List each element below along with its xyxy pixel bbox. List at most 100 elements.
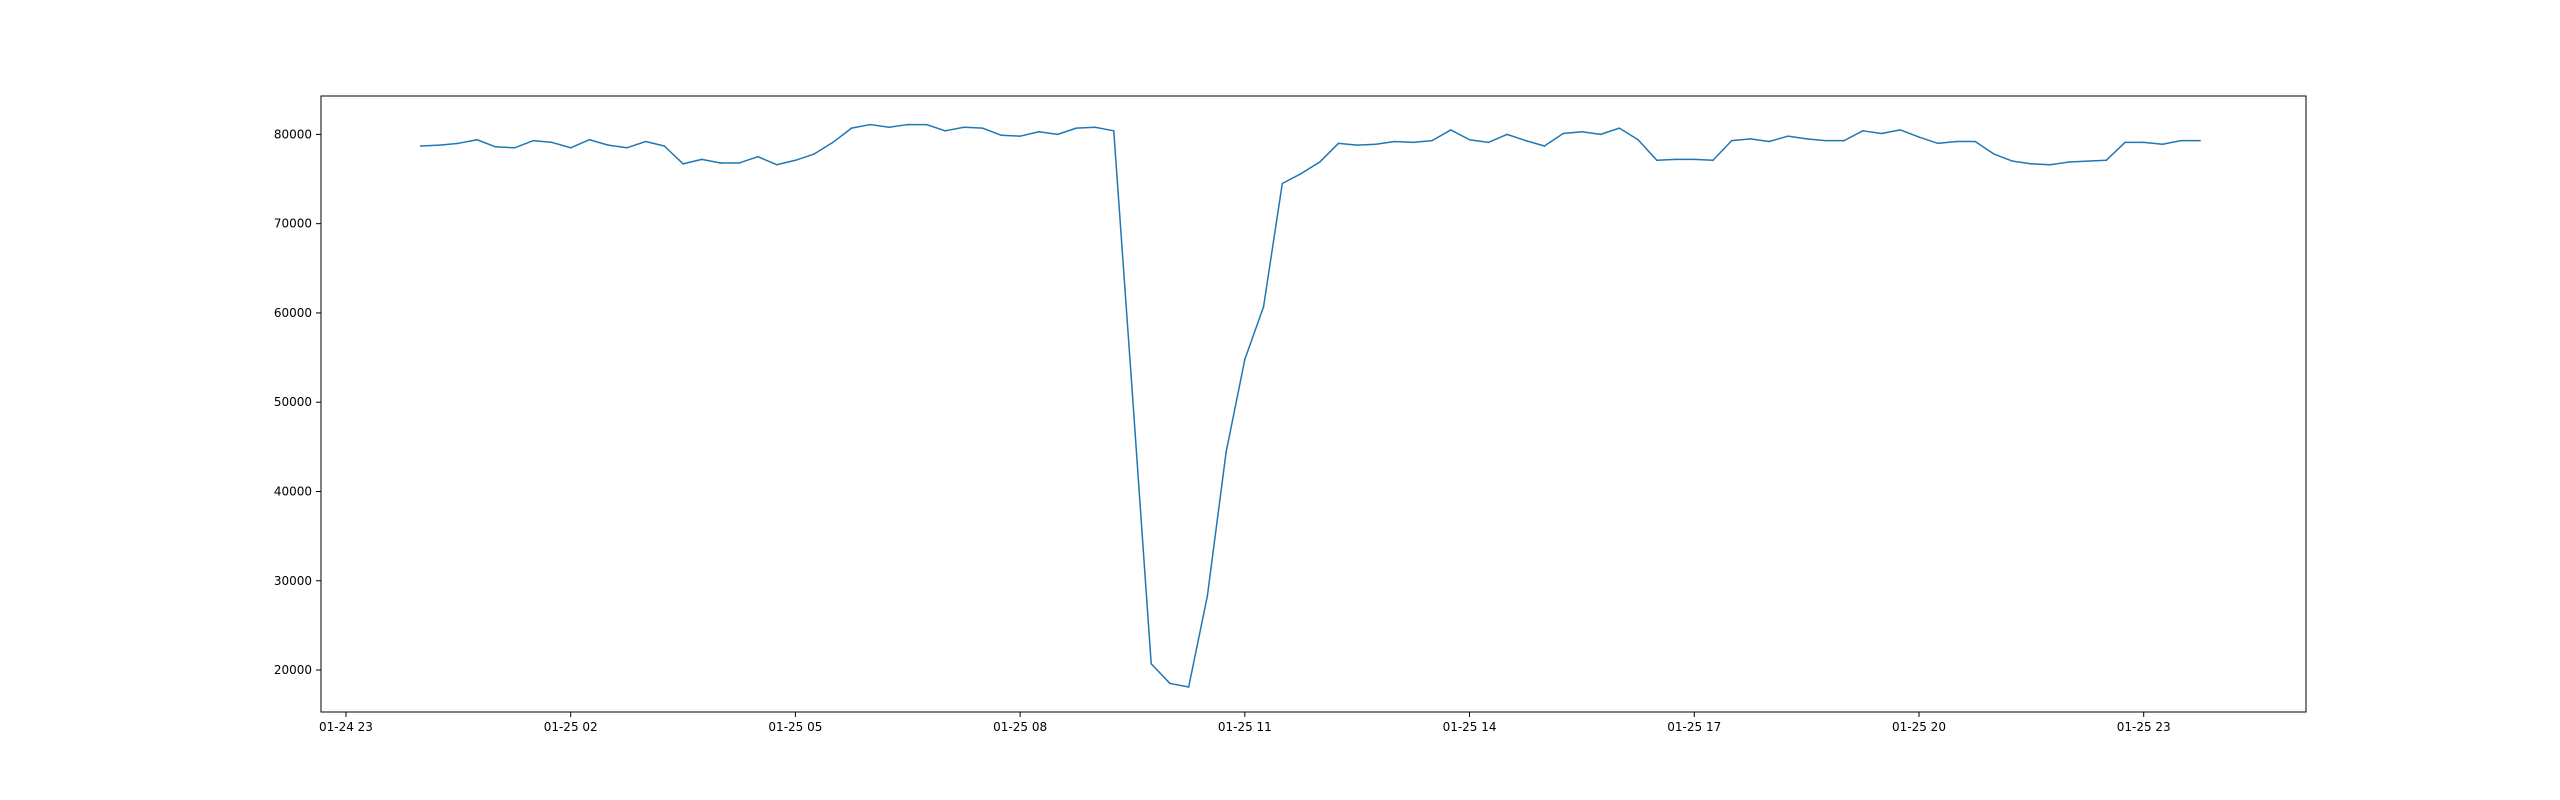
data-point — [1656, 159, 1658, 162]
data-point — [1993, 153, 1995, 155]
data-point — [1787, 135, 1789, 137]
x-tick-label: 01-25 14 — [1443, 720, 1497, 734]
data-point — [1693, 158, 1696, 161]
x-tick-label: 01-25 08 — [993, 720, 1047, 734]
data-point — [832, 141, 834, 144]
y-axis: 20000 30000 40000 50000 60000 70000 80000 — [274, 127, 321, 677]
data-point — [682, 163, 684, 165]
data-point — [551, 141, 553, 144]
data-point — [813, 153, 815, 155]
data-point — [2049, 163, 2051, 166]
data-point — [850, 127, 853, 129]
data-point — [1899, 129, 1902, 131]
y-tick-label: 30000 — [274, 574, 312, 588]
data-point — [1112, 130, 1115, 132]
data-point — [1637, 138, 1639, 141]
data-point — [1599, 133, 1602, 136]
series-points — [420, 123, 2201, 688]
series-line — [420, 123, 2201, 688]
data-point — [1824, 139, 1827, 142]
y-tick-label: 50000 — [274, 395, 312, 409]
data-point — [1393, 140, 1396, 143]
data-point — [2011, 160, 2014, 162]
data-point — [1768, 140, 1770, 143]
data-point — [1562, 132, 1564, 135]
data-point — [513, 146, 516, 149]
x-axis: 01-24 23 01-25 02 01-25 05 01-25 08 01-25 11… — [319, 712, 2171, 734]
data-point — [906, 123, 909, 126]
data-point — [494, 146, 497, 148]
data-point — [1955, 140, 1958, 143]
data-point — [2030, 163, 2033, 165]
data-point — [2180, 139, 2182, 142]
data-point — [888, 126, 890, 129]
data-point — [532, 139, 535, 142]
data-point — [2086, 160, 2089, 162]
data-point — [1169, 682, 1171, 685]
data-point — [1094, 126, 1096, 129]
data-point — [1262, 305, 1265, 308]
data-point — [1862, 130, 1864, 132]
x-tick-label: 01-25 17 — [1667, 720, 1721, 734]
data-point — [981, 127, 984, 129]
data-point — [1150, 662, 1152, 665]
data-point — [1000, 134, 1003, 137]
x-tick-label: 01-25 02 — [544, 720, 598, 734]
data-point — [1918, 136, 1920, 138]
data-point — [963, 126, 965, 129]
data-point — [869, 123, 872, 126]
data-point — [1244, 358, 1246, 361]
x-tick-label: 01-25 05 — [768, 720, 822, 734]
data-point — [1337, 142, 1340, 145]
data-point — [1936, 142, 1939, 145]
data-point — [1974, 140, 1976, 143]
data-point — [1468, 138, 1471, 141]
data-point — [1356, 144, 1358, 146]
data-point — [1281, 182, 1284, 185]
y-tick-label: 40000 — [274, 484, 312, 498]
data-point — [1450, 129, 1452, 131]
data-point — [944, 130, 947, 132]
data-point — [420, 145, 422, 147]
data-point — [1056, 133, 1059, 136]
data-point — [719, 162, 722, 164]
data-point — [1375, 143, 1377, 146]
data-point — [1524, 139, 1527, 142]
data-point — [476, 138, 478, 141]
data-point — [1880, 132, 1883, 135]
data-point — [738, 162, 741, 164]
data-point — [1730, 139, 1733, 142]
x-tick-label: 01-24 23 — [319, 720, 373, 734]
data-point — [794, 159, 797, 162]
x-tick-label: 01-25 23 — [2117, 720, 2171, 734]
data-point — [1805, 138, 1808, 140]
data-point — [1206, 595, 1209, 597]
data-point — [626, 146, 628, 149]
data-point — [1075, 127, 1078, 129]
data-point — [1412, 141, 1415, 144]
x-tick-label: 01-25 11 — [1218, 720, 1272, 734]
y-tick-label: 20000 — [274, 663, 312, 677]
data-point — [2124, 141, 2126, 144]
data-point — [1038, 130, 1040, 133]
data-point — [1749, 138, 1752, 140]
data-point — [1543, 145, 1546, 147]
plot-area-frame — [320, 95, 2307, 713]
data-point — [663, 145, 666, 147]
data-point — [2105, 159, 2108, 162]
data-point — [1131, 394, 1134, 396]
data-point — [457, 142, 460, 145]
data-point — [438, 144, 441, 146]
data-point — [2068, 161, 2070, 163]
data-point — [700, 158, 703, 161]
data-point — [1225, 451, 1227, 454]
series-layer — [420, 123, 2201, 688]
data-point — [1487, 141, 1490, 144]
data-point — [1431, 139, 1433, 142]
y-tick-label: 60000 — [274, 306, 312, 320]
y-tick-label: 80000 — [274, 127, 312, 141]
data-point — [607, 144, 609, 146]
y-tick-label: 70000 — [274, 217, 312, 231]
data-point — [1581, 130, 1583, 133]
